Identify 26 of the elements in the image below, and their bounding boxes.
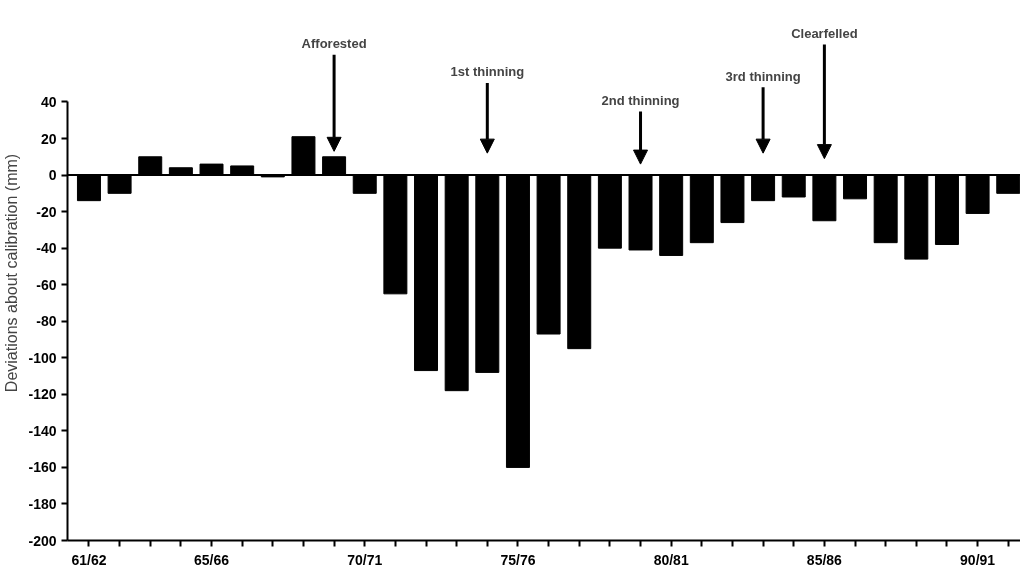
text: 3rd thinning	[725, 68, 801, 84]
y-axis-title: Deviations about calibration (mm)	[3, 153, 21, 393]
text: Clearfelled	[791, 25, 858, 41]
annotation: 2nd thinning	[601, 92, 680, 108]
y-tick-label: 0	[48, 167, 57, 184]
y-tick-label: -200	[28, 532, 57, 549]
y-tick-label: -120	[28, 386, 57, 403]
y-tick-label: -160	[28, 459, 57, 476]
y-tick-label: -100	[28, 349, 57, 366]
y-tick-label: 20	[40, 130, 57, 147]
y-tick-label: -20	[36, 203, 57, 220]
x-tick-label: 75/76	[500, 551, 536, 568]
y-tick-label: -80	[36, 313, 57, 330]
x-tick-label: 65/66	[194, 551, 230, 568]
text: 1st thinning	[450, 64, 525, 80]
y-tick-label: -140	[28, 422, 57, 439]
x-tick-label: 70/71	[347, 551, 383, 568]
y-tick-label: 40	[40, 93, 57, 110]
y-tick-label: -180	[28, 495, 57, 512]
x-tick-label: 90/91	[960, 551, 996, 568]
x-tick-label: 61/62	[71, 551, 107, 568]
y-tick-label: -60	[36, 276, 57, 293]
x-tick-label: 80/81	[653, 551, 689, 568]
x-tick-label: 85/86	[806, 551, 843, 568]
y-tick-label: -40	[36, 240, 57, 257]
text: Afforested	[301, 36, 367, 52]
